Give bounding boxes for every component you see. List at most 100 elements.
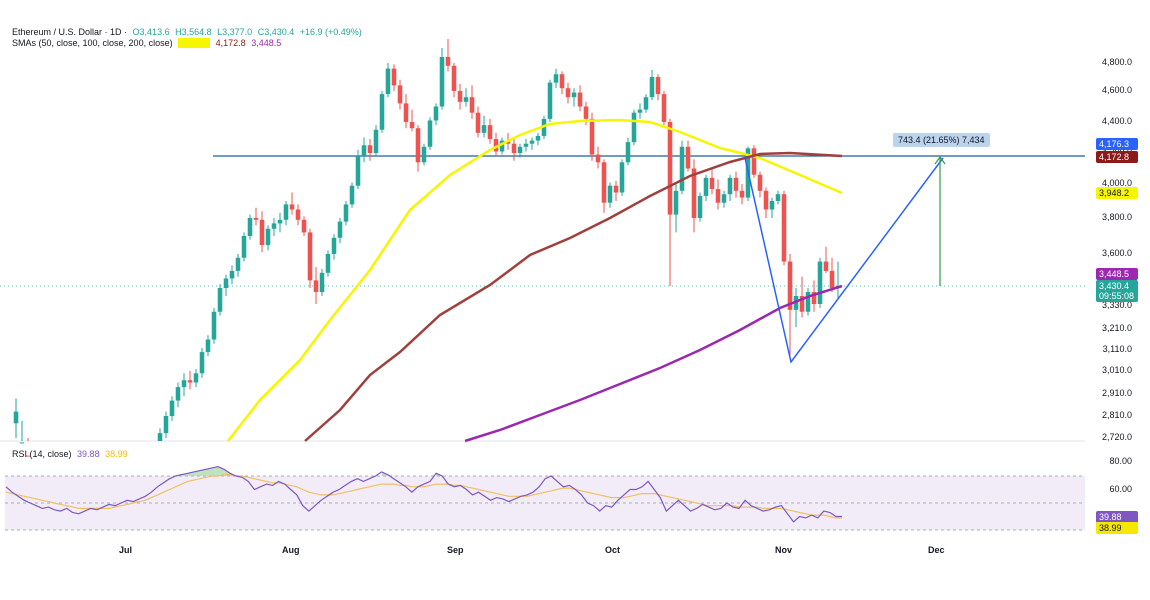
candle-body [433, 106, 439, 121]
time-tick-label: Nov [775, 545, 793, 555]
candle-body [283, 204, 289, 220]
price-tick-label: 2,910.0 [1101, 388, 1132, 398]
candles-group [13, 39, 841, 457]
symbol-title[interactable]: Ethereum / U.S. Dollar · 1D · [12, 27, 128, 37]
rsi-tick-label: 80.00 [1109, 456, 1132, 466]
candle-body [379, 94, 385, 130]
candle-body [601, 162, 607, 203]
candle-body [253, 218, 259, 220]
sma-label[interactable]: SMAs (50, close, 100, close, 200, close) [12, 38, 173, 48]
candle-body [565, 88, 571, 98]
candle-body [211, 311, 217, 340]
candle-body [235, 257, 241, 271]
candle-body [487, 125, 493, 140]
candle-body [769, 201, 775, 210]
candle-body [475, 112, 481, 133]
time-tick-label: Oct [605, 545, 621, 555]
time-tick-label: Jul [119, 545, 133, 555]
candle-body [679, 146, 685, 191]
candle-body [157, 433, 163, 441]
candle-body [751, 148, 757, 175]
candle-body [697, 195, 703, 218]
candle-body [295, 209, 301, 220]
price-tick-label: 3,110.0 [1102, 344, 1132, 354]
candle-body [427, 120, 433, 147]
candle-body [727, 177, 733, 195]
candle-body [583, 106, 589, 119]
candle-body [469, 97, 475, 113]
candle-body [685, 146, 691, 169]
candle-body [553, 74, 559, 83]
sma200-price-tag: 3,448.5 [1096, 268, 1138, 280]
price-tick-label: 4,800.0 [1101, 57, 1132, 67]
candle-body [805, 292, 811, 312]
candle-body [763, 190, 769, 210]
candle-body [703, 177, 709, 196]
open-value: O3,413.6 [132, 27, 170, 37]
candle-body [529, 140, 535, 144]
sma-legend: SMAs (50, close, 100, close, 200, close)… [12, 38, 284, 48]
sma100-line [304, 151, 843, 442]
candle-body [781, 194, 787, 262]
candle-body [361, 145, 367, 157]
candle-body [199, 352, 205, 374]
candle-body [691, 168, 697, 218]
candle-body [457, 91, 463, 102]
time-tick-label: Dec [928, 545, 945, 555]
candle-body [241, 236, 247, 258]
rsi-label[interactable]: RSI (14, close) [12, 449, 72, 459]
target-price-tag: 4,176.3 [1096, 138, 1138, 150]
candle-body [409, 122, 415, 129]
candle-body [25, 455, 31, 457]
candle-body [337, 221, 343, 238]
candle-body [271, 223, 277, 229]
candle-body [421, 146, 427, 163]
candle-body [313, 280, 319, 292]
candle-body [169, 400, 175, 416]
candle-body [325, 254, 331, 273]
measure-label[interactable]: 743.4 (21.65%) 7,434 [893, 133, 990, 147]
price-tick-label: 4,400.0 [1101, 116, 1132, 126]
candle-body [739, 190, 745, 198]
price-legend: Ethereum / U.S. Dollar · 1D · O3,413.6 H… [12, 27, 365, 37]
candle-body [811, 292, 817, 304]
current-price-value: 3,430.4 [1099, 281, 1130, 291]
candle-body [355, 156, 361, 186]
candle-body [277, 219, 283, 224]
sma50-price-tag: 3,948.2 [1096, 187, 1138, 199]
candle-body [19, 442, 25, 444]
sma100-value: 4,172.8 [215, 38, 246, 48]
rsi-ma-value: 38.99 [105, 449, 128, 459]
price-tick-label: 3,600.0 [1101, 248, 1132, 258]
candle-body [13, 411, 19, 424]
high-value: H3,564.8 [175, 27, 212, 37]
candle-body [613, 185, 619, 193]
sma100-price-tag: 4,172.8 [1096, 151, 1138, 163]
candle-body [373, 129, 379, 153]
candle-body [619, 162, 625, 193]
candle-body [301, 219, 307, 233]
candle-body [415, 128, 421, 163]
candle-body [451, 65, 457, 91]
candle-body [757, 174, 763, 191]
low-value: L3,377.0 [217, 27, 253, 37]
price-tick-label: 3,010.0 [1101, 365, 1132, 375]
candle-body [535, 135, 541, 141]
candle-body [631, 112, 637, 143]
candle-body [547, 82, 553, 119]
candle-body [175, 387, 181, 401]
candle-body [655, 77, 661, 95]
price-tick-label: 2,810.0 [1101, 410, 1132, 420]
candle-body [229, 270, 235, 279]
close-value: C3,430.4 [257, 27, 295, 37]
candle-body [307, 232, 313, 281]
candle-body [721, 194, 727, 203]
candle-body [625, 142, 631, 163]
trend-pattern-line[interactable] [744, 157, 944, 364]
rsi-tick-label: 60.00 [1109, 484, 1132, 494]
rsi-overbought-fill [181, 466, 443, 476]
candle-body [331, 237, 337, 254]
rsi-line [5, 465, 842, 523]
candle-body [817, 261, 823, 304]
